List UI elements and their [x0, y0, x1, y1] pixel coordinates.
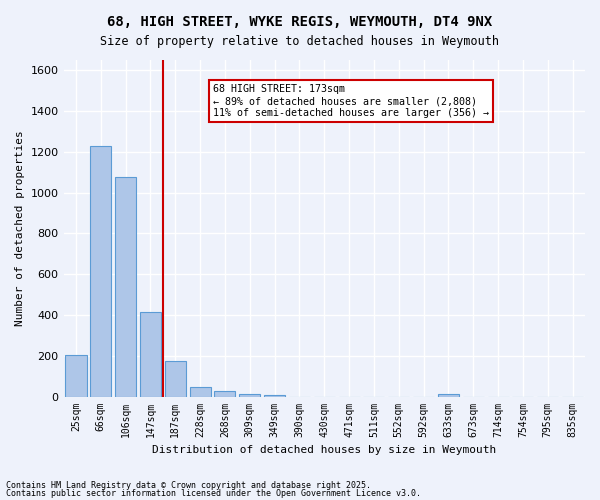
Text: 68 HIGH STREET: 173sqm
← 89% of detached houses are smaller (2,808)
11% of semi-: 68 HIGH STREET: 173sqm ← 89% of detached… — [212, 84, 488, 117]
Bar — [264, 394, 285, 396]
Bar — [90, 146, 112, 396]
Bar — [239, 394, 260, 396]
Text: Contains public sector information licensed under the Open Government Licence v3: Contains public sector information licen… — [6, 488, 421, 498]
Bar — [165, 361, 186, 396]
Bar — [140, 312, 161, 396]
Bar — [65, 354, 86, 397]
X-axis label: Distribution of detached houses by size in Weymouth: Distribution of detached houses by size … — [152, 445, 496, 455]
Text: 68, HIGH STREET, WYKE REGIS, WEYMOUTH, DT4 9NX: 68, HIGH STREET, WYKE REGIS, WEYMOUTH, D… — [107, 15, 493, 29]
Y-axis label: Number of detached properties: Number of detached properties — [15, 130, 25, 326]
Text: Size of property relative to detached houses in Weymouth: Size of property relative to detached ho… — [101, 35, 499, 48]
Bar — [214, 392, 235, 396]
Bar — [115, 178, 136, 396]
Text: Contains HM Land Registry data © Crown copyright and database right 2025.: Contains HM Land Registry data © Crown c… — [6, 481, 371, 490]
Bar — [438, 394, 459, 396]
Bar — [190, 387, 211, 396]
